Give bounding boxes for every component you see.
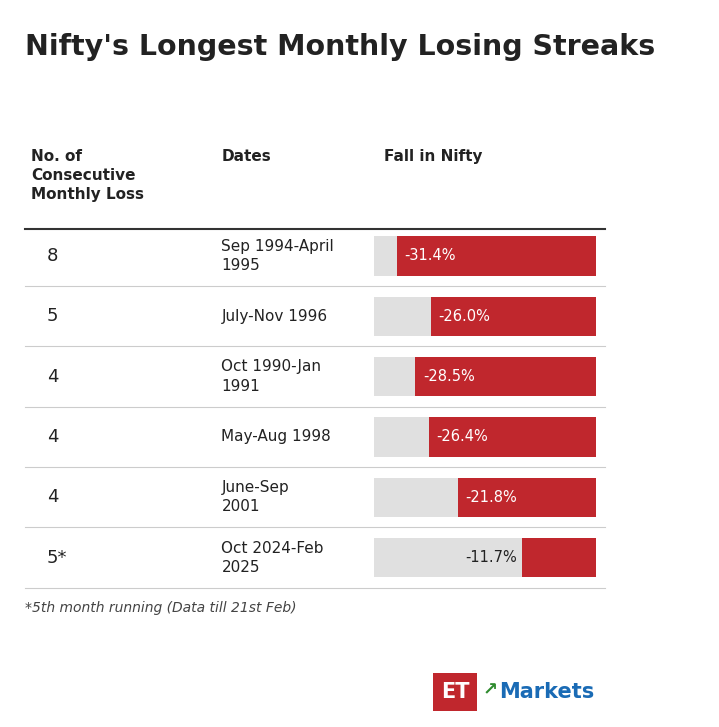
Text: -26.4%: -26.4%: [436, 430, 488, 444]
Text: Nifty's Longest Monthly Losing Streaks: Nifty's Longest Monthly Losing Streaks: [25, 33, 655, 61]
FancyBboxPatch shape: [374, 357, 595, 396]
Text: 4: 4: [47, 428, 58, 446]
Text: 8: 8: [47, 247, 58, 265]
FancyBboxPatch shape: [374, 297, 595, 336]
Text: -21.8%: -21.8%: [465, 490, 517, 505]
Text: 4: 4: [47, 368, 58, 385]
Text: May-Aug 1998: May-Aug 1998: [221, 430, 331, 444]
Text: *5th month running (Data till 21st Feb): *5th month running (Data till 21st Feb): [25, 601, 296, 615]
Text: -26.0%: -26.0%: [439, 309, 490, 324]
Text: 5*: 5*: [47, 549, 68, 566]
Text: Markets: Markets: [499, 682, 594, 702]
Text: -11.7%: -11.7%: [465, 550, 517, 565]
Text: Oct 2024-Feb
2025: Oct 2024-Feb 2025: [221, 540, 324, 575]
FancyBboxPatch shape: [397, 236, 595, 276]
Text: June-Sep
2001: June-Sep 2001: [221, 480, 289, 515]
FancyBboxPatch shape: [458, 478, 595, 517]
Text: Fall in Nifty: Fall in Nifty: [383, 149, 482, 164]
Text: Oct 1990-Jan
1991: Oct 1990-Jan 1991: [221, 359, 321, 394]
Text: -28.5%: -28.5%: [423, 369, 475, 384]
FancyBboxPatch shape: [374, 417, 595, 457]
Text: Sep 1994-April
1995: Sep 1994-April 1995: [221, 238, 334, 273]
FancyBboxPatch shape: [374, 538, 595, 577]
FancyBboxPatch shape: [429, 417, 595, 457]
Text: ↗: ↗: [482, 682, 498, 699]
FancyBboxPatch shape: [416, 357, 595, 396]
Text: July-Nov 1996: July-Nov 1996: [221, 309, 328, 324]
FancyBboxPatch shape: [374, 236, 595, 276]
FancyBboxPatch shape: [431, 297, 595, 336]
Text: No. of
Consecutive
Monthly Loss: No. of Consecutive Monthly Loss: [31, 149, 145, 202]
Text: -31.4%: -31.4%: [405, 249, 456, 263]
Text: Dates: Dates: [221, 149, 271, 164]
Text: 4: 4: [47, 489, 58, 506]
FancyBboxPatch shape: [521, 538, 595, 577]
FancyBboxPatch shape: [434, 673, 477, 711]
FancyBboxPatch shape: [374, 478, 595, 517]
Text: ET: ET: [441, 682, 470, 702]
Text: 5: 5: [47, 308, 58, 325]
